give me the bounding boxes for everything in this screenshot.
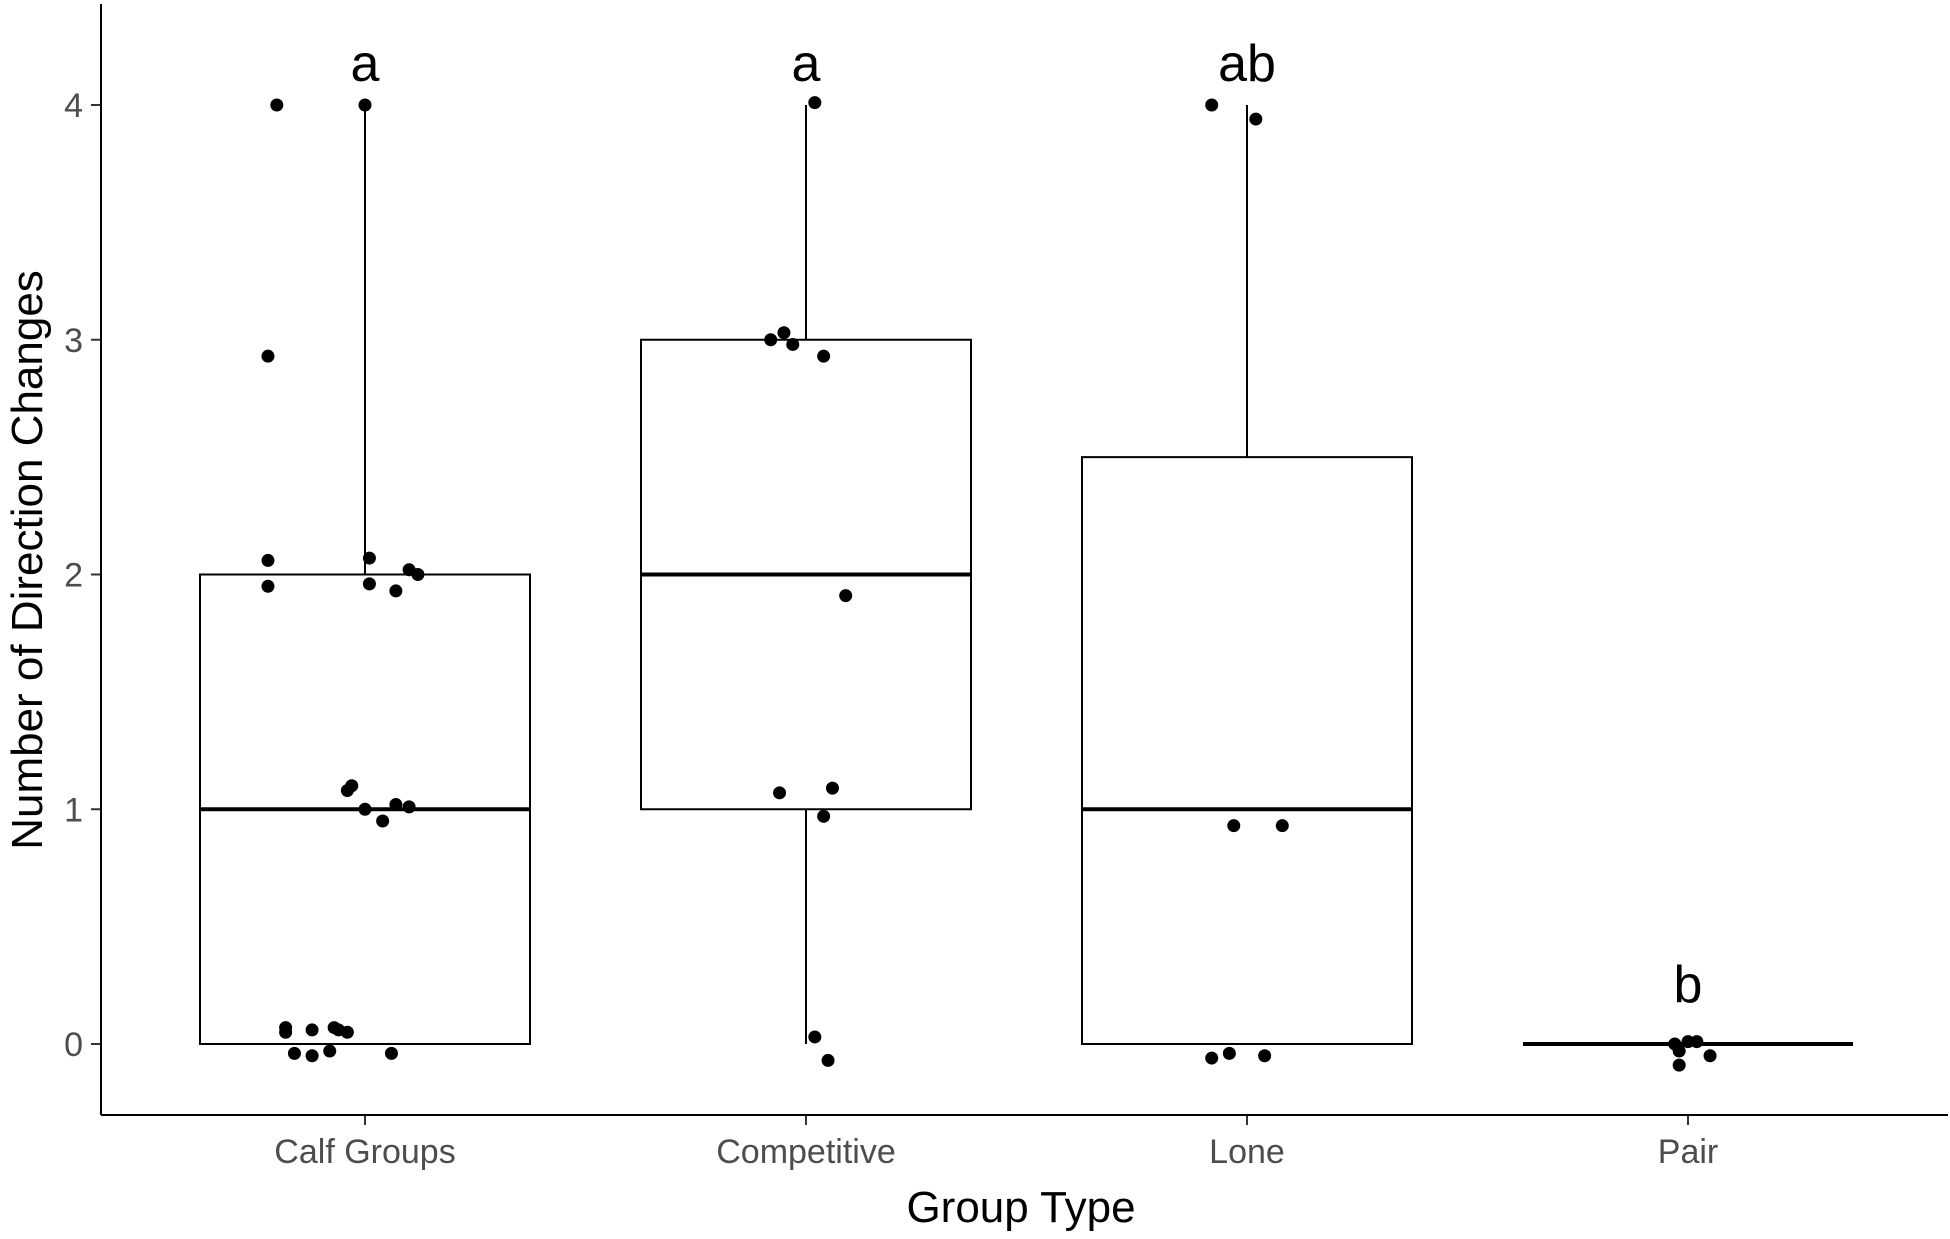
data-point xyxy=(358,802,372,816)
data-point xyxy=(389,584,403,598)
box-iqr xyxy=(1081,456,1413,1045)
data-point xyxy=(777,326,791,340)
x-tick-label: Calf Groups xyxy=(274,1133,455,1171)
box-group-lone: ab xyxy=(1081,35,1413,1065)
data-point xyxy=(764,333,778,347)
data-point xyxy=(384,1046,398,1060)
axes: Calf Groups Competitive Lone Pair 0 1 2 3 4 xyxy=(64,4,1948,1171)
significance-letter: b xyxy=(1674,956,1703,1014)
significance-letter: a xyxy=(792,35,821,93)
x-tick-label: Pair xyxy=(1658,1133,1718,1171)
data-point xyxy=(1222,1046,1236,1060)
data-point xyxy=(358,98,372,112)
significance-letter: ab xyxy=(1218,35,1276,93)
data-point xyxy=(279,1025,293,1039)
y-tick-label: 4 xyxy=(64,87,83,125)
data-point xyxy=(817,809,831,823)
y-tick-label: 1 xyxy=(64,791,83,829)
data-point xyxy=(376,814,390,828)
data-point xyxy=(305,1023,319,1037)
data-point xyxy=(1672,1044,1686,1058)
data-point xyxy=(773,786,787,800)
data-point xyxy=(1249,112,1263,126)
data-point xyxy=(786,337,800,351)
data-point xyxy=(340,1025,354,1039)
data-point xyxy=(261,349,275,363)
data-point xyxy=(323,1044,337,1058)
data-point xyxy=(1703,1049,1717,1063)
data-point xyxy=(825,781,839,795)
y-tick-label: 0 xyxy=(64,1026,83,1064)
data-point xyxy=(261,553,275,567)
y-tick-label: 2 xyxy=(64,557,83,595)
data-point xyxy=(1672,1058,1686,1072)
data-point xyxy=(270,98,284,112)
data-point xyxy=(821,1053,835,1067)
data-point xyxy=(1258,1049,1272,1063)
data-point xyxy=(1227,819,1241,833)
y-tick-label: 3 xyxy=(64,322,83,360)
y-axis-title: Number of Direction Changes xyxy=(3,270,52,850)
data-point xyxy=(1275,819,1289,833)
data-point xyxy=(839,589,853,603)
data-point xyxy=(411,568,425,581)
data-point xyxy=(808,96,822,110)
box-group-calf-groups: a xyxy=(199,35,531,1063)
data-point xyxy=(402,800,416,814)
data-point xyxy=(305,1049,319,1063)
data-point xyxy=(362,551,376,565)
significance-letter: a xyxy=(351,35,380,93)
data-point xyxy=(817,349,831,363)
data-point xyxy=(1205,1051,1219,1065)
data-point xyxy=(287,1046,301,1060)
data-point xyxy=(362,577,376,591)
data-point xyxy=(345,779,359,793)
data-point xyxy=(1690,1035,1704,1049)
data-point xyxy=(808,1030,822,1044)
x-tick-label: Competitive xyxy=(716,1133,896,1171)
x-tick-label: Lone xyxy=(1209,1133,1285,1171)
data-point xyxy=(261,579,275,593)
box-group-pair: b xyxy=(1523,956,1853,1072)
x-axis-title: Group Type xyxy=(906,1183,1135,1232)
data-point xyxy=(389,798,403,812)
box-group-competitive: a xyxy=(640,35,972,1067)
plot-area: a a ab b xyxy=(199,35,1853,1072)
data-point xyxy=(1205,98,1219,112)
